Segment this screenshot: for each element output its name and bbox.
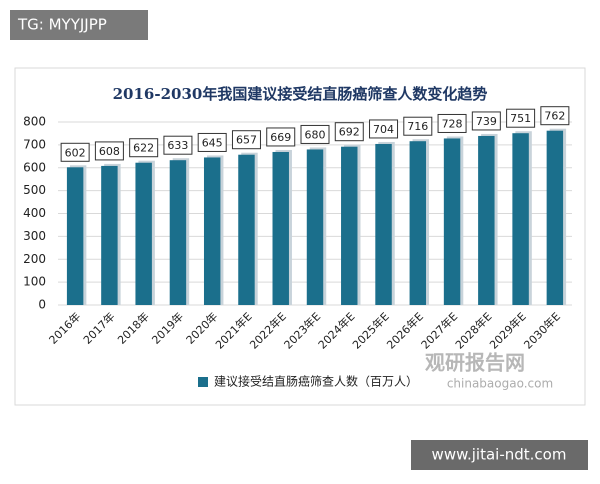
bar — [169, 160, 187, 305]
value-label-box — [266, 127, 296, 147]
bar — [306, 149, 324, 305]
tag-text: TG: MYYJJPP — [17, 16, 107, 34]
value-label-box — [300, 124, 330, 144]
bar — [443, 138, 461, 305]
value-label: 602 — [65, 146, 86, 159]
value-label-box — [197, 132, 227, 152]
value-label-box — [129, 138, 159, 158]
y-tick-label: 300 — [23, 229, 46, 243]
bar — [512, 133, 529, 305]
watermark: chinabaogao.com — [447, 377, 553, 391]
value-label-box — [369, 119, 399, 139]
value-label: 608 — [99, 145, 120, 158]
value-label: 680 — [305, 128, 326, 141]
y-tick-label: 800 — [23, 115, 46, 129]
legend-label: 建议接受结直肠癌筛查人数（百万人） — [214, 374, 418, 389]
bar — [203, 157, 221, 305]
value-label: 704 — [373, 123, 394, 136]
y-tick-label: 400 — [23, 206, 46, 220]
value-label: 751 — [510, 112, 531, 125]
y-tick-label: 100 — [23, 275, 46, 289]
value-label: 762 — [544, 110, 565, 123]
value-label: 633 — [167, 139, 188, 152]
value-label: 622 — [133, 142, 154, 155]
chart-title: 2016-2030年我国建议接受结直肠癌筛查人数变化趋势 — [113, 85, 488, 103]
url-box — [411, 440, 588, 470]
value-label-box — [506, 108, 536, 128]
y-tick-label: 500 — [23, 183, 46, 197]
y-tick-label: 0 — [38, 298, 46, 312]
bar — [272, 151, 289, 305]
value-label-box — [60, 142, 90, 162]
bar — [375, 143, 392, 305]
bar — [478, 135, 495, 305]
value-label-box — [471, 111, 501, 131]
bar — [101, 165, 118, 305]
bar — [341, 146, 358, 305]
legend-swatch — [198, 377, 208, 387]
value-label: 657 — [236, 134, 257, 147]
watermark: 观研报告网 — [425, 351, 525, 375]
value-label: 669 — [270, 131, 291, 144]
bar — [238, 154, 255, 305]
value-label-box — [94, 141, 124, 161]
url-text: www.jitai-ndt.com — [432, 446, 567, 464]
value-label: 739 — [476, 115, 497, 128]
y-tick-label: 600 — [23, 160, 46, 174]
value-label: 716 — [407, 120, 428, 133]
bar — [546, 130, 564, 305]
value-label-box — [334, 122, 364, 142]
value-label: 692 — [339, 126, 360, 139]
value-label: 645 — [202, 136, 223, 149]
value-label-box — [403, 116, 433, 136]
bar — [66, 167, 84, 305]
value-label-box — [540, 106, 570, 126]
tag-box — [10, 10, 148, 40]
value-label-box — [231, 130, 261, 150]
value-label-box — [163, 135, 193, 155]
y-tick-label: 200 — [23, 252, 46, 266]
y-tick-label: 700 — [23, 137, 46, 151]
bar — [135, 162, 152, 305]
value-label-box — [437, 113, 467, 133]
bar — [409, 141, 427, 305]
value-label: 728 — [442, 117, 463, 130]
